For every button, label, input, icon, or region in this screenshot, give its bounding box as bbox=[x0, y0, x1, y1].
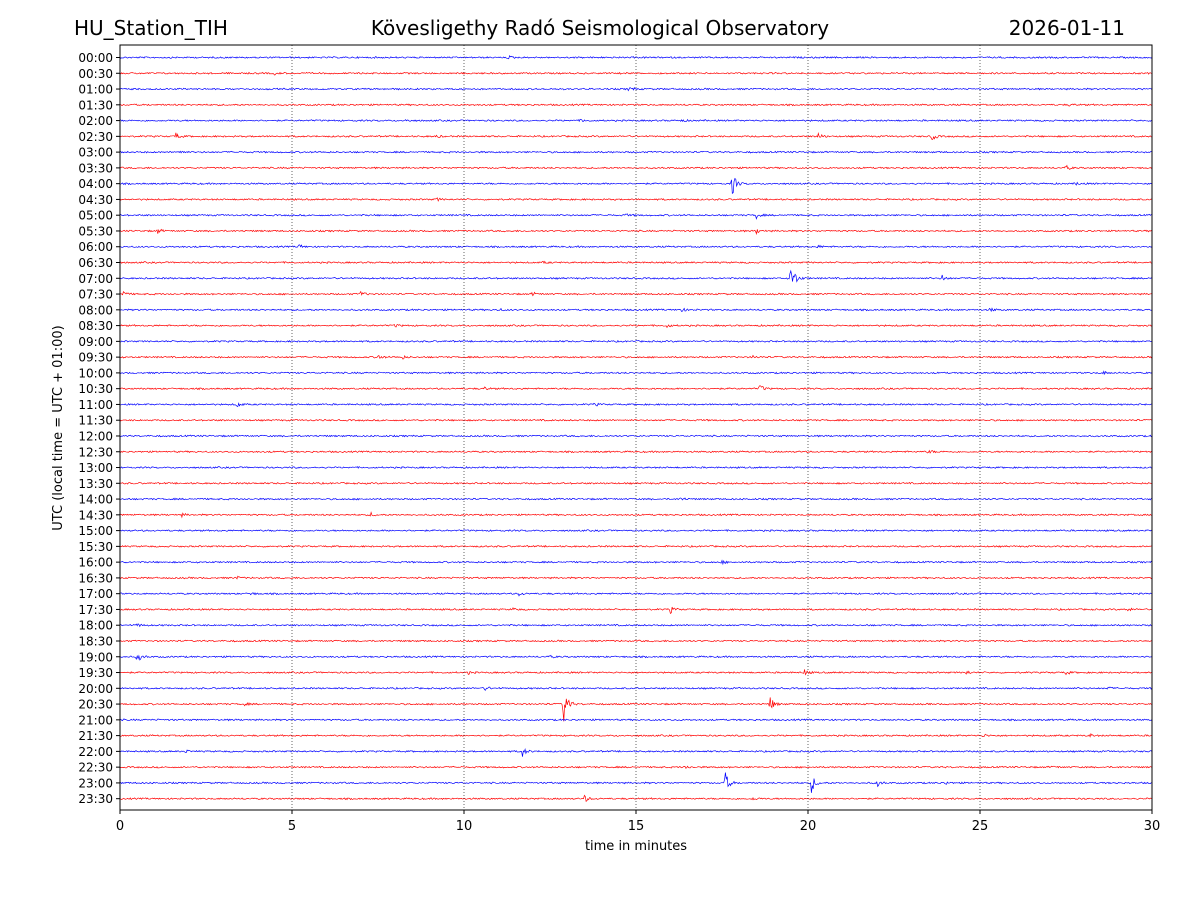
y-tick-label: 02:30 bbox=[78, 130, 113, 144]
trace-row-1230 bbox=[119, 449, 1153, 454]
y-tick-label: 02:00 bbox=[78, 114, 113, 128]
trace-row-2000 bbox=[119, 686, 1153, 691]
y-tick-label: 07:00 bbox=[78, 272, 113, 286]
vertical-gridlines bbox=[291, 45, 981, 810]
y-tick-label: 21:00 bbox=[78, 713, 113, 727]
y-tick-label: 06:00 bbox=[78, 240, 113, 254]
trace-row-0900 bbox=[119, 339, 1153, 343]
y-axis-label: UTC (local time = UTC + 01:00) bbox=[51, 325, 66, 530]
trace-row-2300 bbox=[119, 772, 1153, 793]
trace-row-0630 bbox=[119, 260, 1152, 265]
x-tick-label: 30 bbox=[1144, 819, 1161, 834]
y-tick-label: 13:30 bbox=[78, 477, 113, 491]
x-axis-ticks: 0 5 10 15 20 25 30 bbox=[116, 810, 1160, 834]
trace-row-1830 bbox=[119, 639, 1153, 643]
y-tick-label: 03:30 bbox=[78, 161, 113, 175]
y-tick-label: 04:30 bbox=[78, 193, 113, 207]
y-tick-label: 09:00 bbox=[78, 335, 113, 349]
trace-row-0500 bbox=[119, 213, 1153, 220]
y-tick-label: 09:30 bbox=[78, 351, 113, 365]
y-tick-label: 05:30 bbox=[78, 224, 113, 238]
y-tick-label: 12:00 bbox=[78, 429, 113, 443]
trace-row-0300 bbox=[119, 150, 1153, 154]
trace-row-0100 bbox=[119, 86, 1153, 92]
trace-row-0730 bbox=[119, 290, 1153, 297]
chart-title: Kövesligethy Radó Seismological Observat… bbox=[370, 16, 830, 40]
y-tick-label: 23:00 bbox=[78, 776, 113, 790]
y-tick-label: 10:30 bbox=[78, 382, 113, 396]
y-tick-label: 14:00 bbox=[78, 493, 113, 507]
y-tick-label: 00:30 bbox=[78, 67, 113, 81]
y-tick-label: 20:00 bbox=[78, 682, 113, 696]
x-tick-label: 15 bbox=[628, 819, 645, 834]
y-tick-label: 15:30 bbox=[78, 540, 113, 554]
trace-row-1030 bbox=[119, 385, 1153, 391]
y-tick-label: 21:30 bbox=[78, 729, 113, 743]
trace-row-1100 bbox=[119, 402, 1153, 408]
y-tick-label: 06:30 bbox=[78, 256, 113, 270]
trace-row-0830 bbox=[119, 324, 1153, 329]
y-tick-label: 22:00 bbox=[78, 745, 113, 759]
y-tick-label: 20:30 bbox=[78, 698, 113, 712]
y-tick-label: 22:30 bbox=[78, 761, 113, 775]
x-tick-label: 0 bbox=[116, 819, 124, 834]
x-tick-label: 10 bbox=[456, 819, 473, 834]
trace-row-2030 bbox=[119, 697, 1153, 722]
y-tick-label: 03:00 bbox=[78, 146, 113, 160]
y-tick-label: 01:30 bbox=[78, 98, 113, 112]
trace-row-1430 bbox=[119, 511, 1153, 519]
y-tick-label: 11:30 bbox=[78, 414, 113, 428]
y-tick-label: 07:30 bbox=[78, 288, 113, 302]
x-tick-label: 25 bbox=[972, 819, 989, 834]
y-tick-label: 18:30 bbox=[78, 634, 113, 648]
y-tick-label: 13:00 bbox=[78, 461, 113, 475]
y-tick-label: 08:00 bbox=[78, 303, 113, 317]
y-tick-label: 14:30 bbox=[78, 508, 113, 522]
y-tick-label: 05:00 bbox=[78, 209, 113, 223]
y-tick-label: 08:30 bbox=[78, 319, 113, 333]
y-tick-label: 15:00 bbox=[78, 524, 113, 538]
y-tick-label: 12:30 bbox=[78, 445, 113, 459]
y-tick-label: 17:00 bbox=[78, 587, 113, 601]
trace-row-2200 bbox=[119, 747, 1153, 757]
x-axis-label: time in minutes bbox=[585, 839, 687, 854]
y-tick-label: 19:30 bbox=[78, 666, 113, 680]
y-tick-label: 00:00 bbox=[78, 51, 113, 65]
x-tick-label: 20 bbox=[800, 819, 817, 834]
station-label: HU_Station_TIH bbox=[74, 16, 228, 40]
y-tick-label: 01:00 bbox=[78, 83, 113, 97]
y-tick-label: 16:00 bbox=[78, 556, 113, 570]
y-tick-label: 16:30 bbox=[78, 571, 113, 585]
y-tick-label: 10:00 bbox=[78, 366, 113, 380]
trace-row-1630 bbox=[119, 575, 1153, 580]
trace-row-1300 bbox=[119, 465, 1153, 469]
y-tick-label: 19:00 bbox=[78, 650, 113, 664]
y-tick-label: 18:00 bbox=[78, 619, 113, 633]
trace-row-1130 bbox=[119, 418, 1153, 422]
seismic-traces bbox=[119, 54, 1153, 803]
date-label: 2026-01-11 bbox=[1008, 16, 1125, 40]
y-tick-label: 04:00 bbox=[78, 177, 113, 191]
x-tick-label: 5 bbox=[288, 819, 296, 834]
y-tick-label: 17:30 bbox=[78, 603, 113, 617]
trace-row-2230 bbox=[119, 765, 1153, 769]
y-tick-label: 23:30 bbox=[78, 792, 113, 806]
y-tick-label: 11:00 bbox=[78, 398, 113, 412]
